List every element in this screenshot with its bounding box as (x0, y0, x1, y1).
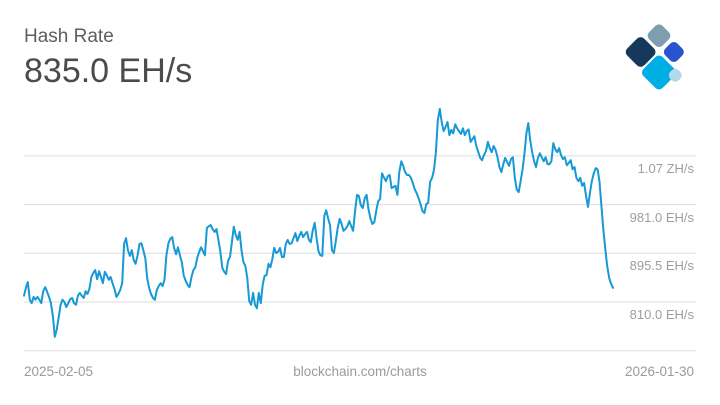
chart-title: Hash Rate (24, 26, 114, 47)
x-axis-end-date: 2026-01-30 (624, 364, 694, 379)
hash-rate-line (23, 107, 614, 338)
y-axis-tick-label: 1.07 ZH/s (637, 161, 694, 176)
y-axis-tick-label: 895.5 EH/s (629, 258, 694, 273)
y-axis-tick-label: 810.0 EH/s (629, 307, 694, 322)
y-axis-tick-label: 981.0 EH/s (629, 210, 694, 225)
watermark-text: blockchain.com/charts (293, 364, 427, 379)
x-axis-start-date: 2025-02-05 (24, 364, 94, 379)
current-hash-rate-value: 835.0 EH/s (24, 52, 193, 90)
chart-footer: 2025-02-05 blockchain.com/charts 2026-01… (0, 364, 720, 382)
